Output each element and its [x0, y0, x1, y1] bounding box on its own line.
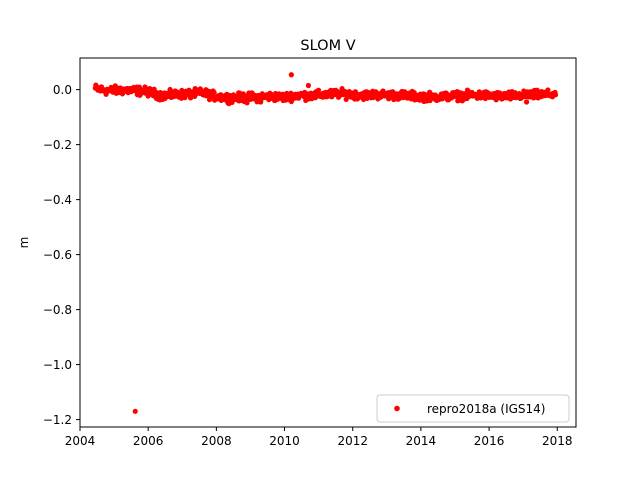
- data-point-outlier: [132, 408, 138, 414]
- legend-frame: [376, 394, 570, 423]
- y-tick-label: −0.6: [43, 248, 72, 262]
- chart-title: SLOM V: [300, 38, 355, 54]
- y-axis-label: m: [17, 237, 31, 249]
- y-tick-label: −0.2: [43, 138, 72, 152]
- data-point-outlier: [523, 99, 530, 105]
- y-tick-label: −1.0: [43, 358, 72, 372]
- x-tick-label: 2004: [65, 434, 96, 448]
- x-tick-label: 2008: [201, 434, 232, 448]
- y-tick-label: −0.8: [43, 303, 72, 317]
- data-point: [427, 97, 433, 104]
- y-tick-label: 0.0: [53, 83, 72, 97]
- data-point: [545, 87, 551, 93]
- plot-frame: [79, 57, 577, 428]
- data-point: [211, 89, 217, 96]
- data-point-outlier: [258, 99, 264, 105]
- legend-marker: [394, 405, 400, 412]
- data-points: [92, 72, 559, 414]
- data-point: [240, 91, 246, 97]
- x-tick-label: 2014: [406, 434, 437, 448]
- y-tick-label: −0.4: [43, 193, 72, 207]
- axes: 2004 2006 2008 2010 2012 2014 2016 2018 0.0 −0.2 −…: [43, 57, 577, 448]
- data-point: [343, 96, 349, 103]
- data-point-outlier: [305, 82, 311, 89]
- legend: repro2018a (IGS14): [376, 394, 570, 423]
- x-tick-label: 2018: [542, 434, 573, 448]
- x-tick-label: 2006: [133, 434, 164, 448]
- x-tick-label: 2012: [337, 434, 368, 448]
- data-point-outlier: [288, 72, 294, 78]
- data-point: [552, 92, 559, 98]
- legend-label: repro2018a (IGS14): [427, 402, 545, 416]
- y-tick-label: −1.2: [43, 413, 72, 427]
- x-tick-label: 2010: [269, 434, 300, 448]
- x-tick-label: 2016: [474, 434, 505, 448]
- data-point-outlier: [244, 100, 250, 106]
